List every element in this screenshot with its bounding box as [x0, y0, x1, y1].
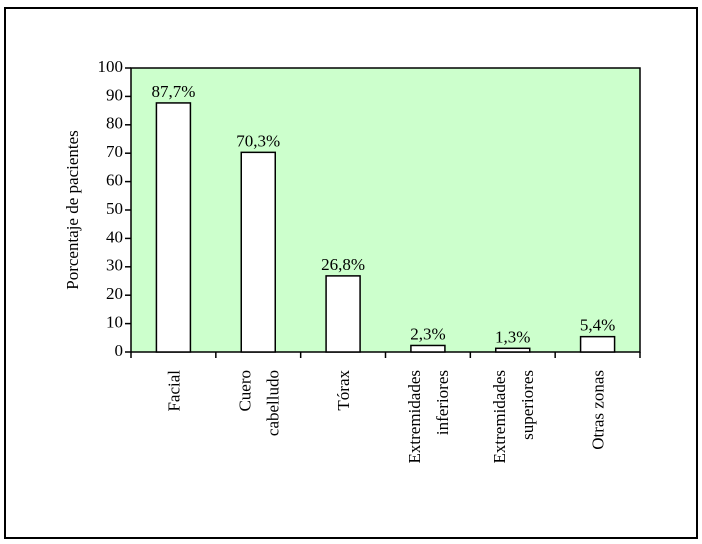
- x-tick-label: Facial: [164, 370, 183, 412]
- y-tick-label: 70: [106, 142, 123, 161]
- x-tick-label: Extremidades superiores: [490, 370, 537, 463]
- y-tick-label: 60: [106, 171, 123, 190]
- bar: [495, 347, 531, 353]
- bar: [325, 275, 361, 353]
- y-tick-label: 20: [106, 284, 123, 303]
- data-label: 87,7%: [151, 82, 195, 101]
- y-tick-label: 50: [106, 199, 123, 218]
- data-label: 70,3%: [236, 131, 280, 150]
- bar: [155, 102, 192, 353]
- bar: [410, 344, 446, 353]
- plot-area: [130, 67, 641, 353]
- bar: [579, 335, 616, 353]
- x-tick-label: Cuero cabelludo: [235, 370, 282, 436]
- x-tick-label: Tórax: [334, 370, 353, 411]
- y-axis-label: Porcentaje de pacientes: [63, 130, 82, 290]
- data-label: 2,3%: [410, 324, 445, 343]
- y-tick-label: 90: [106, 85, 123, 104]
- x-tick-label: Otras zonas: [589, 370, 608, 450]
- bar: [240, 151, 276, 353]
- y-tick-label: 80: [106, 114, 123, 133]
- data-label: 1,3%: [495, 327, 530, 346]
- y-tick-label: 0: [115, 341, 124, 360]
- x-tick-label: Extremidades inferiores: [405, 370, 452, 463]
- y-tick-label: 10: [106, 313, 123, 332]
- y-tick-label: 30: [106, 256, 123, 275]
- y-tick-label: 100: [98, 57, 124, 76]
- y-tick-label: 40: [106, 227, 123, 246]
- data-label: 26,8%: [321, 255, 365, 274]
- data-label: 5,4%: [580, 316, 615, 335]
